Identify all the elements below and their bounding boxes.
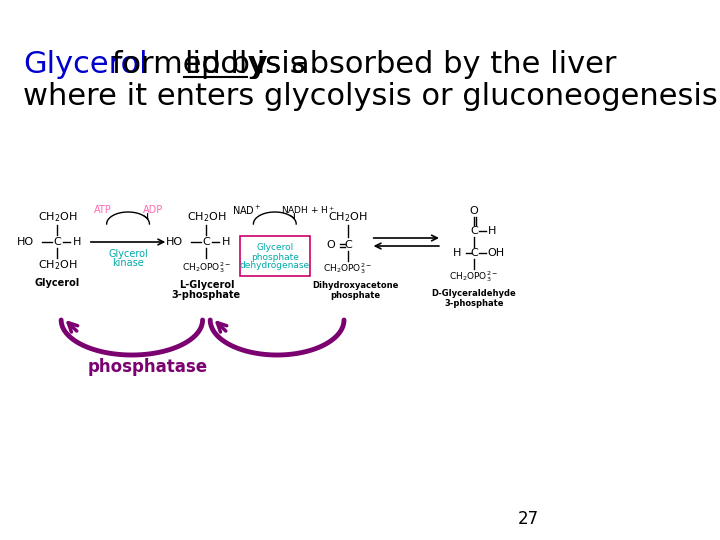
Text: O: O	[469, 206, 478, 216]
Text: C: C	[53, 237, 61, 247]
Text: L-Glycerol: L-Glycerol	[179, 280, 234, 290]
Text: C: C	[470, 248, 478, 258]
Text: phosphate: phosphate	[330, 291, 380, 300]
Text: H: H	[454, 248, 462, 258]
Text: 3-phosphate: 3-phosphate	[444, 299, 504, 307]
Text: dehydrogenase: dehydrogenase	[240, 261, 310, 271]
Text: CH$_2$OPO$_3^{2-}$: CH$_2$OPO$_3^{2-}$	[449, 269, 498, 285]
Text: ADP: ADP	[143, 205, 163, 215]
Text: CH$_2$OH: CH$_2$OH	[37, 258, 77, 272]
Text: H: H	[73, 237, 81, 247]
Text: OH: OH	[487, 248, 505, 258]
Text: Dihydroxyacetone: Dihydroxyacetone	[312, 280, 399, 289]
Text: O: O	[327, 240, 336, 250]
Text: Glycerol: Glycerol	[108, 249, 148, 259]
Text: HO: HO	[17, 237, 35, 247]
Text: 3-phosphate: 3-phosphate	[172, 290, 241, 300]
Text: H: H	[222, 237, 230, 247]
Text: phosphate: phosphate	[251, 253, 299, 261]
Text: ATP: ATP	[94, 205, 112, 215]
Text: C: C	[202, 237, 210, 247]
Text: NADH + H$^+$: NADH + H$^+$	[282, 204, 336, 216]
Text: H: H	[487, 226, 496, 236]
Text: CH$_2$OH: CH$_2$OH	[37, 210, 77, 224]
Text: where it enters glycolysis or gluconeogenesis.: where it enters glycolysis or gluconeoge…	[23, 82, 720, 111]
Text: Glycerol: Glycerol	[256, 244, 294, 253]
Text: Glycerol: Glycerol	[35, 278, 80, 288]
Text: C: C	[344, 240, 351, 250]
Text: CH$_2$OH: CH$_2$OH	[328, 210, 368, 224]
Text: 27: 27	[518, 510, 539, 528]
Text: lipolysis: lipolysis	[184, 50, 306, 79]
Text: CH$_2$OPO$_3^{2-}$: CH$_2$OPO$_3^{2-}$	[182, 260, 231, 275]
Text: formed by: formed by	[102, 50, 277, 79]
Text: Glycerol: Glycerol	[23, 50, 148, 79]
Text: NAD$^+$: NAD$^+$	[233, 204, 262, 217]
Text: is absorbed by the liver: is absorbed by the liver	[247, 50, 616, 79]
Text: D-Glyceraldehyde: D-Glyceraldehyde	[431, 288, 516, 298]
Text: phosphatase: phosphatase	[88, 358, 208, 376]
Text: CH$_2$OH: CH$_2$OH	[186, 210, 226, 224]
Text: kinase: kinase	[112, 258, 144, 268]
Text: C: C	[470, 226, 478, 236]
Text: HO: HO	[166, 237, 184, 247]
FancyBboxPatch shape	[240, 236, 310, 276]
Text: CH$_2$OPO$_3^{2-}$: CH$_2$OPO$_3^{2-}$	[323, 261, 372, 276]
